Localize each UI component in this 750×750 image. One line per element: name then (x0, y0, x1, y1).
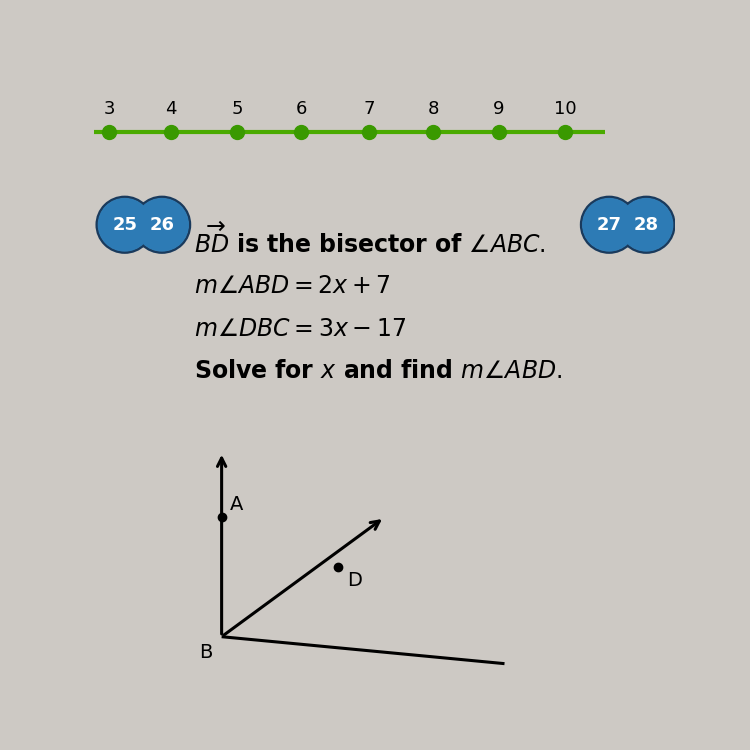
Text: B: B (199, 643, 212, 662)
Text: $\mathbf{Solve\ for}$ $x$ $\mathbf{and\ find}$ $m\angle ABD.$: $\mathbf{Solve\ for}$ $x$ $\mathbf{and\ … (194, 359, 562, 383)
Text: 25: 25 (112, 216, 137, 234)
Text: A: A (230, 494, 243, 514)
Text: 5: 5 (231, 100, 243, 118)
Text: 10: 10 (554, 100, 576, 118)
Circle shape (583, 199, 635, 251)
Text: D: D (347, 572, 362, 590)
Circle shape (136, 199, 188, 251)
Text: 8: 8 (427, 100, 439, 118)
Circle shape (98, 199, 151, 251)
Text: 26: 26 (149, 216, 175, 234)
Text: 6: 6 (296, 100, 307, 118)
Text: 27: 27 (597, 216, 622, 234)
Text: 28: 28 (634, 216, 659, 234)
Text: 9: 9 (494, 100, 505, 118)
Text: 7: 7 (363, 100, 375, 118)
Text: $m\angle DBC = 3x - 17$: $m\angle DBC = 3x - 17$ (194, 316, 406, 340)
Circle shape (620, 199, 673, 251)
Text: $m\angle ABD = 2x + 7$: $m\angle ABD = 2x + 7$ (194, 274, 392, 298)
Text: $\overrightarrow{BD}$ $\mathbf{is\ the\ bisector\ of}$ $\angle\mathit{ABC}.$: $\overrightarrow{BD}$ $\mathbf{is\ the\ … (194, 223, 546, 258)
Text: 3: 3 (104, 100, 115, 118)
Text: 4: 4 (166, 100, 177, 118)
